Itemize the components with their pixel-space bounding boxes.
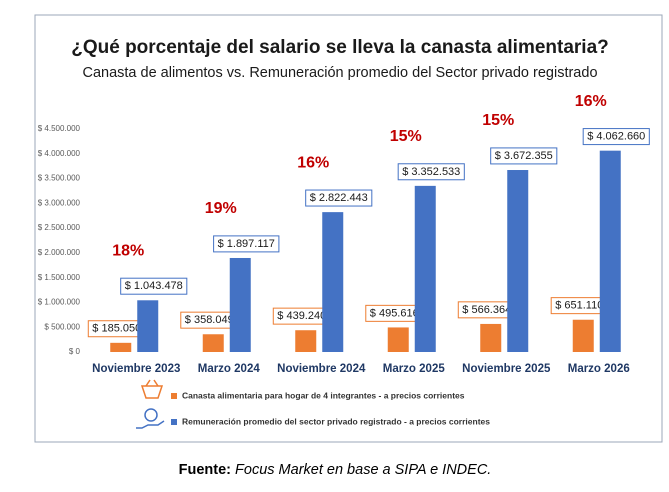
value-label-box	[582, 128, 650, 146]
source-text: Focus Market en base a SIPA e INDEC.	[235, 462, 491, 478]
value-label-box	[490, 147, 558, 165]
value-label: $ 2.822.443	[310, 192, 368, 204]
y-tick-label: $ 3.000.000	[38, 198, 81, 207]
y-tick-label: $ 3.500.000	[38, 174, 81, 183]
value-label: $ 3.672.355	[495, 150, 553, 162]
value-label: $ 185.050	[92, 323, 141, 335]
percentage-label: 16%	[297, 154, 329, 171]
percentage-label: 19%	[205, 200, 237, 217]
legend-label: Remuneración promedio del sector privado…	[182, 416, 490, 426]
chart-subtitle: Canasta de alimentos vs. Remuneración pr…	[82, 65, 597, 81]
percentage-label: 15%	[482, 112, 514, 129]
percentage-label: 16%	[575, 93, 607, 110]
value-label: $ 566.364	[462, 304, 511, 316]
value-label-box	[120, 277, 188, 295]
x-tick-label: Marzo 2024	[198, 363, 261, 375]
y-tick-label: $ 4.500.000	[38, 124, 81, 133]
bar	[414, 185, 436, 352]
value-label: $ 495.616	[370, 307, 419, 319]
legend-swatch	[171, 419, 177, 425]
x-tick-label: Noviembre 2025	[462, 363, 551, 375]
value-label: $ 4.062.660	[587, 131, 645, 143]
x-tick-label: Noviembre 2024	[277, 363, 366, 375]
value-label: $ 1.897.117	[218, 238, 275, 250]
source: Fuente: Focus Market en base a SIPA e IN…	[179, 462, 492, 478]
bar	[322, 212, 344, 352]
x-tick-label: Marzo 2026	[568, 363, 630, 375]
bar	[507, 170, 529, 352]
value-label: $ 439.240	[277, 310, 326, 322]
chart-frame	[34, 14, 663, 443]
bar	[110, 342, 132, 352]
bar	[229, 257, 251, 352]
x-tick-label: Marzo 2025	[383, 363, 446, 375]
legend-icon-money	[136, 408, 165, 429]
value-label: $ 358.049	[185, 314, 234, 326]
bar	[137, 300, 159, 352]
value-label: $ 651.110	[555, 300, 603, 312]
y-tick-label: $ 1.000.000	[38, 298, 81, 307]
value-label: $ 1.043.478	[125, 280, 183, 292]
y-tick-label: $ 500.000	[44, 322, 80, 331]
bar	[295, 330, 317, 352]
y-tick-label: $ 2.000.000	[38, 248, 81, 257]
value-label-box	[305, 189, 373, 207]
value-label-box	[397, 163, 465, 181]
y-tick-label: $ 1.500.000	[38, 273, 81, 282]
bar	[599, 150, 621, 352]
value-label-box	[213, 235, 280, 253]
value-label: $ 3.352.533	[402, 166, 460, 178]
percentage-label: 18%	[112, 243, 144, 260]
y-tick-label: $ 4.000.000	[38, 149, 81, 158]
bar	[387, 327, 409, 352]
bar	[202, 334, 224, 352]
legend-swatch	[171, 393, 177, 399]
y-tick-label: $ 0	[69, 347, 81, 356]
y-tick-label: $ 2.500.000	[38, 223, 81, 232]
chart-title: ¿Qué porcentaje del salario se lleva la …	[71, 37, 609, 58]
legend-label: Canasta alimentaria para hogar de 4 inte…	[182, 390, 465, 400]
bar	[572, 319, 594, 352]
bar	[480, 323, 502, 352]
source-label: Fuente:	[179, 462, 231, 478]
x-tick-label: Noviembre 2023	[92, 363, 180, 375]
percentage-label: 15%	[390, 128, 422, 145]
legend-icon-basket	[140, 379, 164, 399]
